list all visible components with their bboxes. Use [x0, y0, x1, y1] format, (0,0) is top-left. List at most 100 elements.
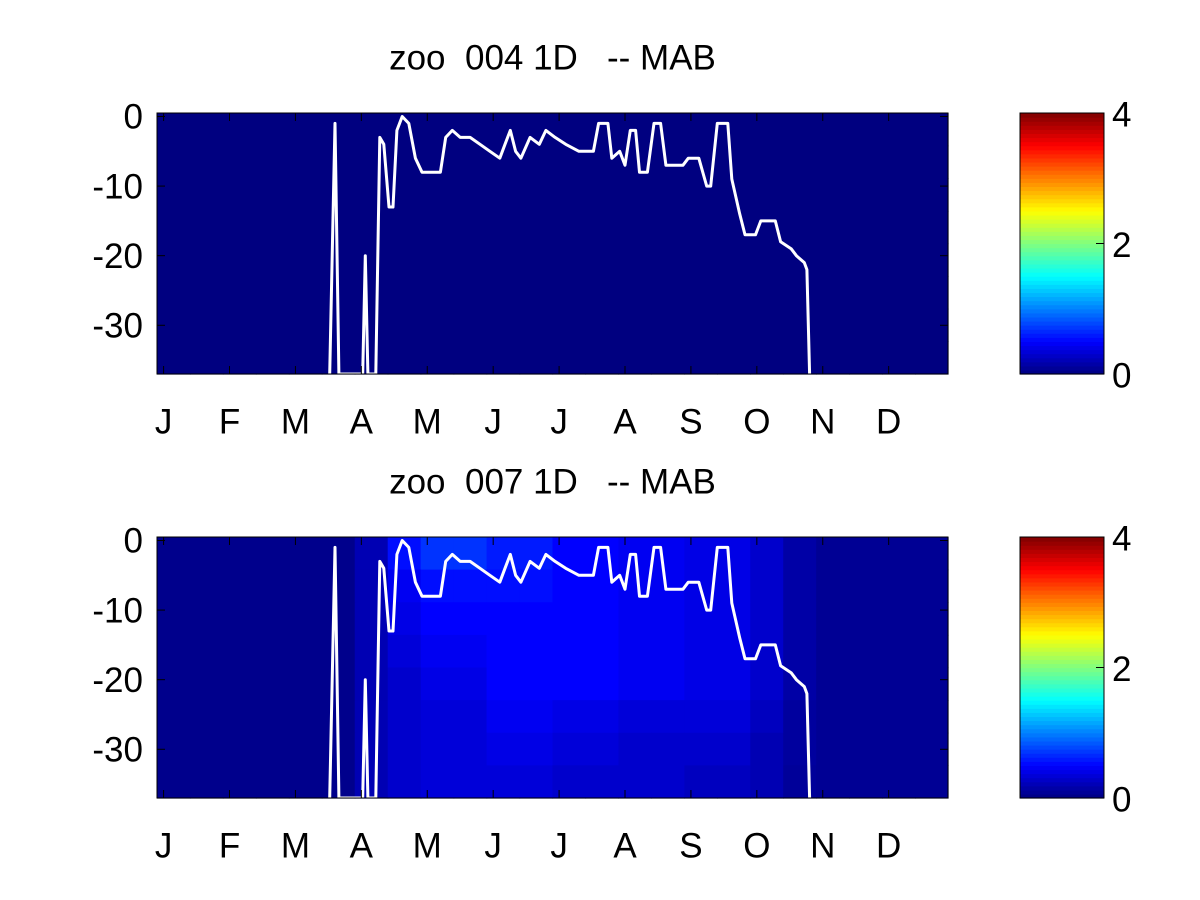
colorbar-swatch	[1020, 553, 1104, 558]
colorbar-swatch	[1020, 777, 1104, 783]
x-tick-label: F	[219, 826, 240, 865]
heatmap-cell	[750, 765, 784, 799]
heatmap-cell	[420, 178, 455, 212]
heatmap-cell	[222, 732, 257, 766]
heatmap-cell	[189, 602, 224, 636]
heatmap-cell	[717, 243, 751, 277]
heatmap-cell	[387, 667, 422, 701]
colorbar-swatch	[1020, 793, 1104, 799]
colorbar-swatch	[1020, 781, 1104, 787]
heatmap-cell	[585, 178, 620, 212]
mixed-layer-line	[328, 539, 812, 798]
heatmap-cell	[552, 113, 587, 147]
heatmap-cell	[585, 765, 620, 799]
heatmap-cell	[816, 210, 850, 245]
colorbar-swatch	[1020, 581, 1104, 587]
colorbar-swatch	[1020, 585, 1104, 591]
heatmap-cell	[255, 732, 290, 766]
colorbar-swatch	[1020, 773, 1104, 779]
heatmap-cell	[519, 178, 554, 212]
heatmap-cell	[453, 243, 488, 277]
heatmap-cell	[157, 243, 191, 277]
heatmap-cell	[288, 634, 323, 669]
colorbar-swatch	[1020, 753, 1104, 758]
heatmap-cell	[486, 700, 521, 734]
heatmap-cell	[157, 276, 191, 310]
heatmap-cell	[552, 341, 587, 375]
colorbar-swatch	[1020, 300, 1104, 306]
colorbar-tick-label: 0	[1112, 356, 1131, 395]
heatmap-cell	[816, 634, 850, 669]
heatmap-cell	[882, 569, 916, 603]
heatmap-cell	[651, 276, 685, 310]
heatmap-cell	[882, 145, 916, 179]
heatmap-cell	[849, 276, 883, 310]
colorbar-swatch	[1020, 174, 1104, 179]
colorbar-swatch	[1020, 161, 1104, 167]
heatmap-cell	[783, 276, 817, 310]
colorbar-swatch	[1020, 590, 1104, 595]
heatmap-cell	[519, 341, 554, 375]
heatmap-cell	[684, 243, 718, 277]
colorbar-tick-label: 2	[1112, 650, 1131, 689]
x-tick-label: A	[613, 402, 637, 441]
heatmap-cell	[684, 602, 718, 636]
heatmap-cell	[882, 178, 916, 212]
colorbar-swatch	[1020, 292, 1104, 298]
heatmap-cell	[651, 243, 685, 277]
heatmap-cell	[420, 276, 455, 310]
heatmap-cell	[222, 634, 257, 669]
heatmap-cell	[717, 634, 751, 669]
heatmap-cell	[387, 276, 422, 310]
heatmap-cell	[849, 178, 883, 212]
axes-frame	[156, 112, 949, 375]
heatmap-cell	[420, 569, 455, 603]
colorbar-swatch	[1020, 740, 1104, 746]
heatmap-cell	[288, 178, 323, 212]
colorbar-swatch	[1020, 125, 1104, 130]
colorbar-swatch	[1020, 724, 1104, 730]
heatmap-cell	[420, 667, 455, 701]
heatmap-cell	[288, 341, 323, 375]
heatmap-cell	[354, 732, 389, 766]
heatmap-cell	[288, 210, 323, 245]
axes-frame	[156, 536, 949, 799]
heatmap-cell	[255, 634, 290, 669]
heatmap-cell	[189, 113, 224, 147]
x-tick-label: O	[743, 402, 770, 441]
colorbar-swatch	[1020, 182, 1104, 188]
colorbar-swatch	[1020, 198, 1104, 204]
heatmap-cell	[486, 210, 521, 245]
colorbar-swatch	[1020, 671, 1104, 677]
heatmap-cell	[816, 667, 850, 701]
heatmap-cell	[651, 341, 685, 375]
colorbar-swatch	[1020, 675, 1104, 681]
heatmap-cell	[222, 243, 257, 277]
heatmap-cell	[486, 634, 521, 669]
heatmap-cell	[684, 667, 718, 701]
colorbar-swatch	[1020, 276, 1104, 281]
x-tick-label: J	[484, 402, 502, 441]
heatmap-cell	[552, 700, 587, 734]
heatmap-cell	[321, 537, 356, 571]
heatmap-cell	[519, 667, 554, 701]
heatmap-cell	[618, 243, 652, 277]
heatmap-cell	[849, 537, 883, 571]
heatmap-cell	[157, 667, 191, 701]
heatmap-cell	[354, 276, 389, 310]
chart-title: zoo 007 1D -- MAB	[389, 462, 716, 501]
colorbar-swatch	[1020, 235, 1104, 241]
x-tick-label: S	[679, 402, 702, 441]
colorbar-swatch	[1020, 190, 1104, 196]
heatmap-cell	[618, 700, 652, 734]
heatmap-cell	[717, 276, 751, 310]
heatmap-cell	[585, 732, 620, 766]
heatmap-cell	[816, 308, 850, 342]
heatmap-cell	[882, 634, 916, 669]
heatmap-cell	[750, 569, 784, 603]
heatmap-cell	[321, 145, 356, 179]
heatmap-cell	[783, 602, 817, 636]
heatmap-cell	[354, 667, 389, 701]
colorbar-swatch	[1020, 765, 1104, 771]
heatmap-cell	[618, 765, 652, 799]
